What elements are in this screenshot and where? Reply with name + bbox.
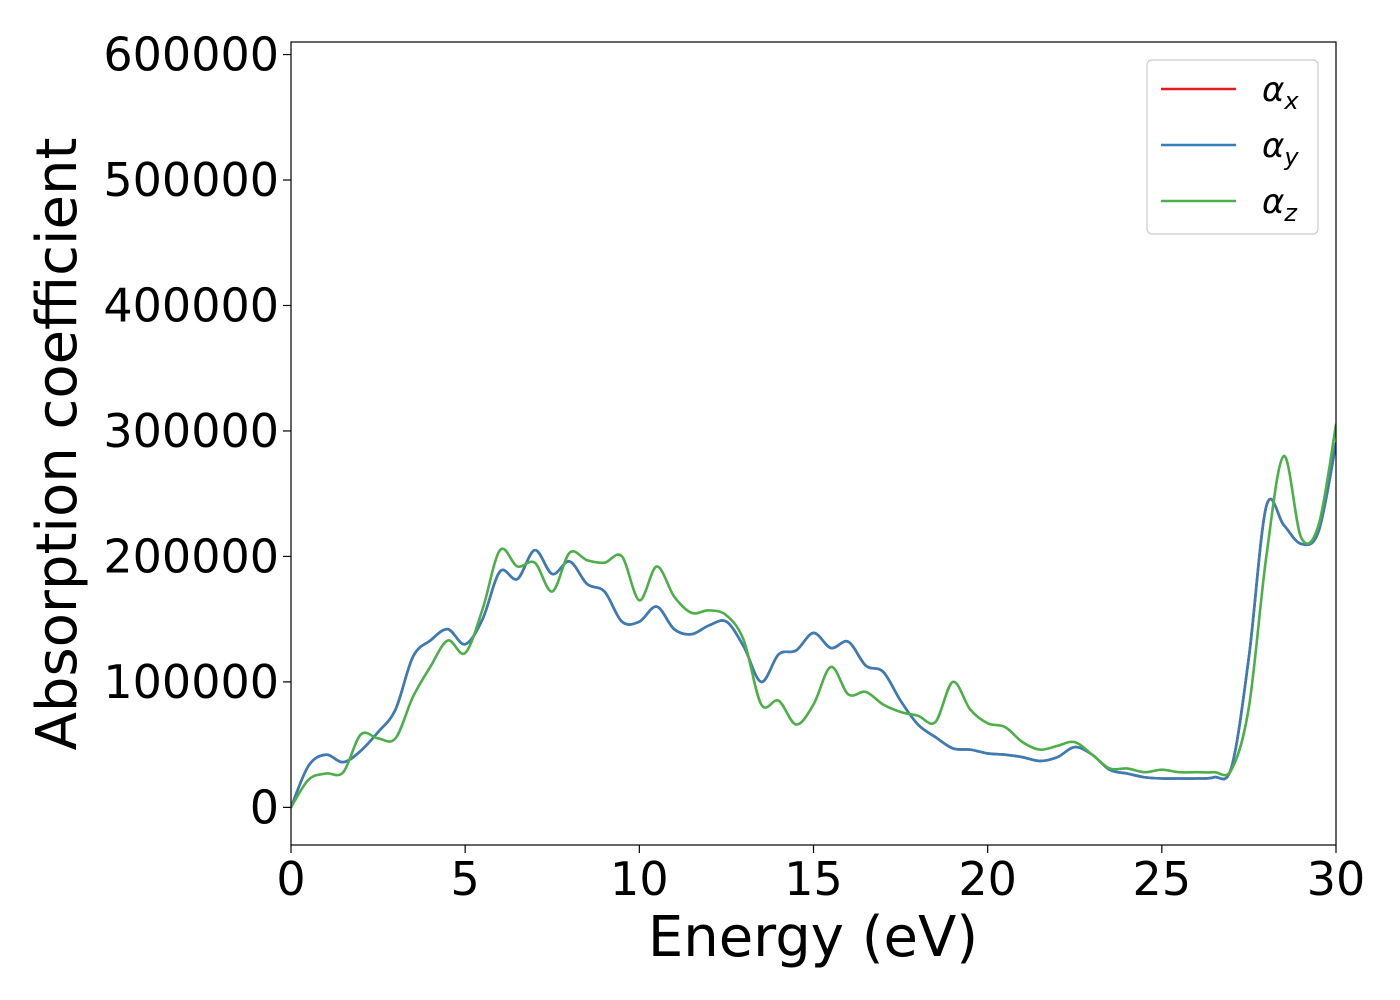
x-tick-label: 15 — [784, 852, 843, 906]
legend-symbol: α — [1262, 70, 1284, 110]
y-tick-label: 200000 — [103, 529, 279, 583]
legend-subscript: y — [1283, 143, 1299, 171]
legend-subscript: z — [1283, 199, 1298, 227]
legend-label-z: αz — [1262, 182, 1298, 227]
y-tick-label: 0 — [250, 780, 279, 834]
legend-label-x: αx — [1262, 70, 1299, 115]
x-tick-label: 25 — [1133, 852, 1192, 906]
x-axis: 0 5 10 15 20 25 30 — [276, 845, 1365, 906]
series-line-z — [291, 423, 1336, 809]
x-tick-label: 30 — [1307, 852, 1366, 906]
series-layer — [291, 423, 1336, 809]
y-tick-label: 400000 — [103, 278, 279, 332]
x-tick-label: 20 — [958, 852, 1017, 906]
legend-symbol: α — [1262, 182, 1284, 222]
legend-symbol: α — [1262, 126, 1284, 166]
x-tick-label: 5 — [451, 852, 480, 906]
series-line-x — [291, 442, 1336, 809]
x-axis-title: Energy (eV) — [648, 905, 978, 970]
y-tick-label: 500000 — [103, 153, 279, 207]
y-axis: 0 100000 200000 300000 400000 500000 600000 — [103, 28, 291, 834]
x-tick-label: 10 — [610, 852, 669, 906]
legend-box — [1146, 59, 1319, 235]
series-line-y — [291, 442, 1336, 809]
y-tick-label: 300000 — [103, 404, 279, 458]
x-tick-label: 0 — [276, 852, 305, 906]
legend-subscript: x — [1283, 87, 1299, 115]
legend-label-y: αy — [1262, 126, 1299, 171]
y-tick-label: 100000 — [103, 655, 279, 709]
y-tick-label: 600000 — [103, 28, 279, 82]
y-axis-title: Absorption coefficient — [25, 138, 90, 751]
